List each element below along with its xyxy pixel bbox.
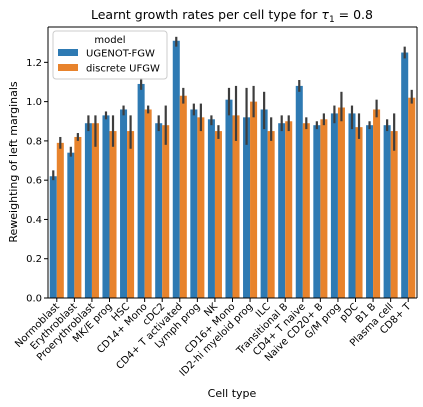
bar — [295, 85, 303, 298]
bar — [172, 40, 180, 298]
x-axis-label: Cell type — [208, 387, 257, 400]
y-tick-label: 0.0 — [26, 294, 42, 305]
chart-title: Learnt growth rates per cell type for τ1… — [91, 7, 373, 25]
bar — [56, 142, 64, 298]
bar — [190, 109, 198, 298]
bar — [144, 109, 152, 298]
bar — [74, 136, 82, 298]
bar — [330, 113, 338, 298]
bar — [337, 107, 345, 298]
bar — [225, 99, 233, 298]
y-tick-label: 0.6 — [26, 176, 42, 187]
bar — [302, 123, 310, 298]
legend-swatch — [58, 64, 78, 71]
y-tick-label: 1.0 — [26, 97, 42, 108]
bar — [260, 109, 268, 298]
bar — [243, 117, 251, 298]
bar — [155, 123, 163, 298]
bar — [383, 125, 391, 298]
y-tick-label: 0.2 — [26, 254, 42, 265]
bar — [320, 119, 328, 298]
bar — [67, 152, 75, 298]
bar — [197, 117, 205, 298]
bar — [214, 131, 222, 298]
bar — [179, 95, 187, 298]
y-axis-label: Reweighting of left marginals — [7, 81, 20, 243]
bar — [207, 119, 215, 298]
bar — [401, 52, 409, 298]
bar — [408, 97, 416, 298]
legend-swatch — [58, 49, 78, 56]
plot-area: 0.00.20.40.60.81.01.2NormoblastErythrobl… — [13, 26, 418, 379]
bar — [109, 131, 117, 298]
bar — [285, 121, 293, 298]
bar — [390, 131, 398, 298]
bar — [373, 109, 381, 298]
y-tick-label: 0.4 — [26, 215, 42, 226]
bar — [348, 113, 356, 298]
chart-title-subscript: 1 — [329, 15, 335, 25]
bar — [267, 131, 275, 298]
chart-title-suffix: = 0.8 — [335, 7, 373, 22]
legend: model UGENOT-FGW discrete UFGW — [52, 30, 168, 80]
bar — [84, 123, 92, 298]
bar — [49, 176, 57, 298]
bar — [102, 115, 110, 299]
bar — [313, 125, 321, 298]
bar — [355, 127, 363, 299]
chart-title-symbol: τ — [321, 7, 329, 22]
bar — [162, 125, 170, 298]
bar — [232, 115, 240, 299]
legend-entry: UGENOT-FGW — [86, 49, 155, 60]
bar — [91, 123, 99, 298]
chart-title-prefix: Learnt growth rates per cell type for — [91, 7, 321, 22]
legend-entry: discrete UFGW — [86, 64, 160, 75]
bar — [250, 101, 258, 299]
legend-title: model — [94, 35, 125, 46]
y-tick-label: 0.8 — [26, 136, 42, 147]
bar — [127, 131, 135, 298]
bar — [278, 123, 286, 298]
y-tick-label: 1.2 — [26, 58, 42, 69]
bar — [366, 125, 374, 298]
bar — [137, 83, 145, 298]
bar — [120, 109, 128, 298]
legend-frame — [52, 30, 168, 80]
